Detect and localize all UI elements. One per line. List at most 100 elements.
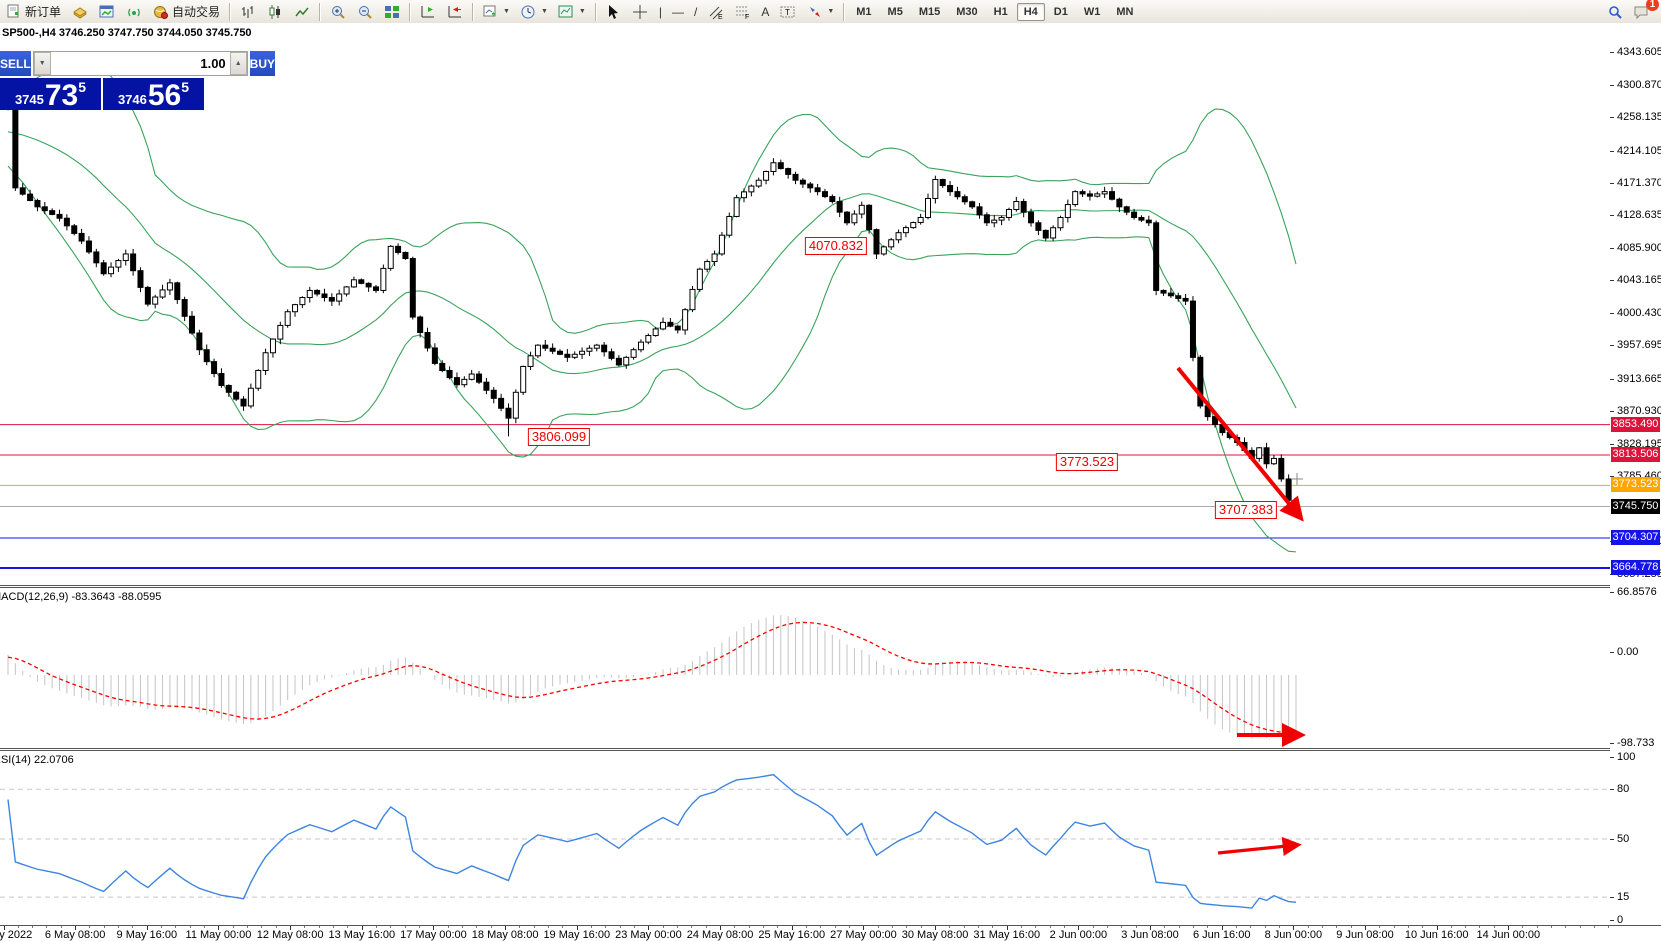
time-label: 17 May 00:00: [400, 929, 467, 941]
chart-shift-button[interactable]: [442, 1, 467, 23]
time-minor-tick: [949, 926, 951, 928]
time-minor-tick: [1264, 926, 1266, 928]
price-chart-pane[interactable]: SP500-,H4 3746.250 3747.750 3744.050 374…: [0, 23, 1610, 585]
bar-chart-button[interactable]: [235, 1, 260, 23]
sell-price[interactable]: 3745 73 5: [0, 78, 101, 111]
time-minor-tick: [17, 926, 19, 928]
new-order-button[interactable]: 新订单: [1, 1, 65, 23]
search-button[interactable]: [1602, 1, 1627, 23]
timeframe-m1[interactable]: M1: [856, 5, 872, 18]
macd-tick-label: 0.00: [1617, 646, 1639, 658]
volume-decrease-button[interactable]: ▼: [33, 52, 51, 75]
gold-book-icon: [71, 3, 88, 20]
hline-price-label: 3704.307: [1611, 530, 1660, 545]
crosshair-icon: [632, 3, 649, 20]
text-icon: A: [761, 4, 770, 19]
timeframe-d1[interactable]: D1: [1053, 5, 1068, 18]
time-minor-tick: [490, 926, 492, 928]
horizontal-line-button[interactable]: —: [668, 1, 688, 23]
editor-button[interactable]: [67, 1, 92, 23]
crosshair-button[interactable]: [628, 1, 653, 23]
timeframe-m30[interactable]: M30: [956, 5, 978, 18]
time-minor-tick: [247, 926, 249, 928]
timeframe-h4[interactable]: H4: [1016, 2, 1045, 21]
time-minor-tick: [318, 926, 320, 928]
tile-windows-button[interactable]: [379, 1, 404, 23]
dropdown-caret-icon: ▼: [540, 8, 548, 15]
rsi-chart[interactable]: [0, 751, 1610, 925]
price-annotation[interactable]: 3806.099: [527, 428, 591, 446]
time-axis[interactable]: 4 May 2022 6 May 08:00 9 May 16:00 11 May 0…: [0, 925, 1661, 941]
time-minor-tick: [533, 926, 535, 928]
price-annotation[interactable]: 3773.523: [1055, 453, 1119, 471]
timeframe-w1[interactable]: W1: [1083, 5, 1101, 18]
auto-scroll-button[interactable]: [415, 1, 440, 23]
zoom-out-button[interactable]: [352, 1, 377, 23]
trend-arrow[interactable]: [1176, 366, 1304, 522]
price-annotation[interactable]: 3707.383: [1214, 501, 1278, 519]
cursor-icon: [605, 3, 622, 20]
trendline-button[interactable]: /: [690, 1, 701, 23]
timeframe-mn[interactable]: MN: [1116, 5, 1134, 18]
fibonacci-button[interactable]: F: [730, 1, 755, 23]
pane-separator[interactable]: [0, 585, 1661, 588]
new-chart-button[interactable]: ▼: [478, 1, 514, 23]
volume-increase-button[interactable]: ▲: [229, 52, 247, 75]
zoom-in-icon: [329, 3, 346, 20]
channel-button[interactable]: E: [703, 1, 728, 23]
macd-pane[interactable]: MACD(12,26,9) -83.3643 -88.0595: [0, 588, 1610, 748]
candlestick-chart[interactable]: [0, 23, 1610, 585]
terminal-button[interactable]: [94, 1, 119, 23]
rsi-arrow[interactable]: [1217, 836, 1302, 857]
time-minor-tick: [404, 926, 406, 928]
time-major-tick: [1006, 926, 1008, 930]
volume-input[interactable]: [50, 52, 230, 75]
sell-button[interactable]: SELL: [0, 51, 31, 76]
time-minor-tick: [634, 926, 636, 928]
buy-price[interactable]: 3746 56 5: [103, 78, 204, 111]
text-button[interactable]: A: [757, 1, 773, 23]
templates-button[interactable]: ▼: [554, 1, 590, 23]
periods-button[interactable]: ▼: [516, 1, 552, 23]
rsi-pane[interactable]: RSI(14) 22.0706: [0, 751, 1610, 925]
vertical-line-button[interactable]: |: [655, 1, 666, 23]
notifications-button[interactable]: 1: [1629, 0, 1659, 23]
price-axis[interactable]: 4343.605 4300.870 4258.135 4214.105 4171.370…: [1610, 23, 1661, 926]
candlestick-button[interactable]: [262, 1, 287, 23]
time-minor-tick: [1121, 926, 1123, 928]
signals-button[interactable]: [121, 1, 146, 23]
line-chart-icon: [293, 3, 310, 20]
time-minor-tick: [204, 926, 206, 928]
buy-button[interactable]: BUY: [249, 51, 276, 76]
time-label: 23 May 00:00: [615, 929, 682, 941]
auto-trading-button[interactable]: 自动交易: [148, 1, 224, 23]
time-minor-tick: [734, 926, 736, 928]
time-minor-tick: [1092, 926, 1094, 928]
timeframe-h1[interactable]: H1: [993, 5, 1008, 18]
text-label-button[interactable]: T: [775, 1, 800, 23]
cursor-button[interactable]: [601, 1, 626, 23]
time-minor-tick: [963, 926, 965, 928]
timeframe-m5[interactable]: M5: [887, 5, 903, 18]
zoom-in-button[interactable]: [325, 1, 350, 23]
timeframe-m15[interactable]: M15: [918, 5, 941, 18]
time-minor-tick: [548, 926, 550, 928]
time-minor-tick: [1608, 926, 1610, 928]
chart-title: SP500-,H4 3746.250 3747.750 3744.050 374…: [2, 27, 252, 39]
time-minor-tick: [662, 926, 664, 928]
time-minor-tick: [1164, 926, 1166, 928]
pane-separator[interactable]: [0, 748, 1661, 751]
time-minor-tick: [1450, 926, 1452, 928]
line-chart-button[interactable]: [289, 1, 314, 23]
zoom-out-icon: [356, 3, 373, 20]
price-tick-label: 4171.370: [1617, 176, 1661, 189]
time-minor-tick: [462, 926, 464, 928]
time-minor-tick: [1307, 926, 1309, 928]
time-minor-tick: [103, 926, 105, 928]
axis-tick: [1610, 839, 1614, 840]
axis-tick: [1610, 789, 1614, 790]
arrows-button[interactable]: ▼: [802, 1, 838, 23]
buy-price-sup: 5: [181, 79, 190, 95]
macd-chart[interactable]: [0, 588, 1610, 748]
price-annotation[interactable]: 4070.832: [804, 237, 868, 255]
